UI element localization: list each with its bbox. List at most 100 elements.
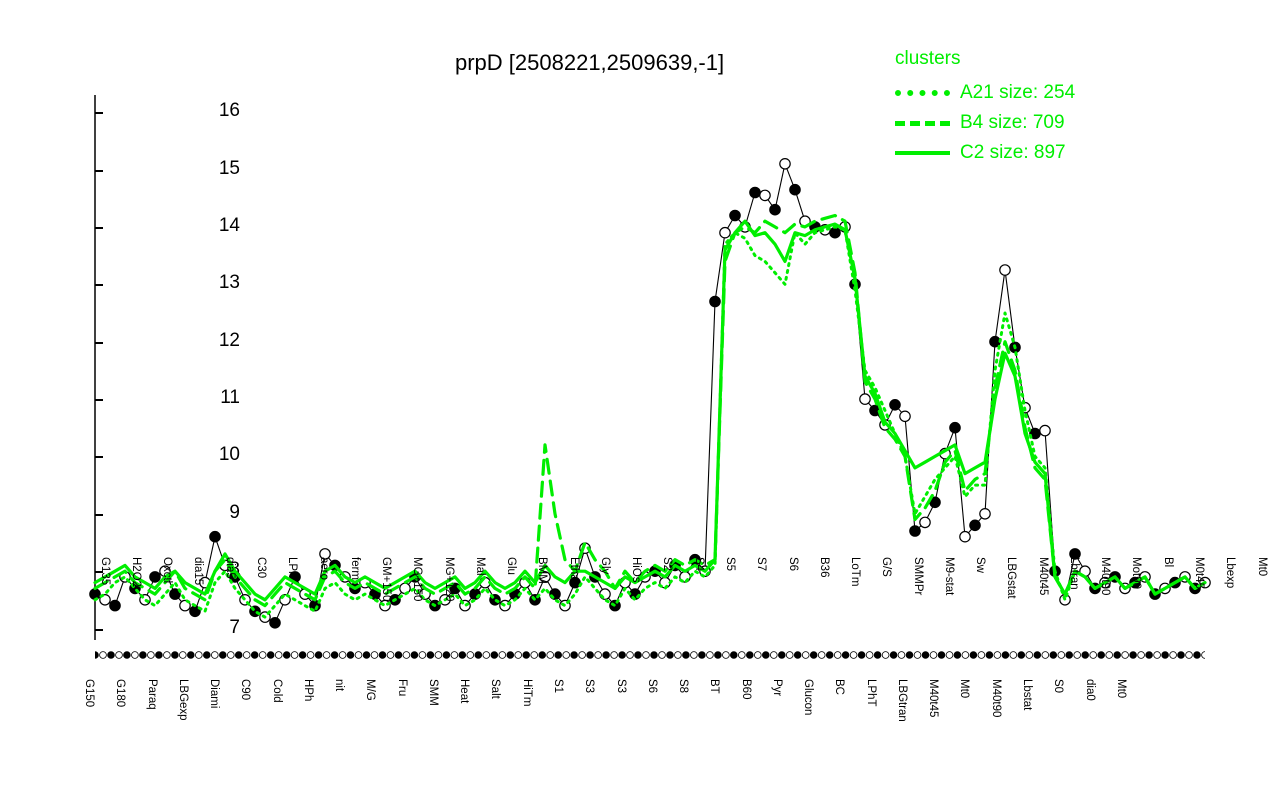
cluster-c2-series[interactable]	[95, 221, 1205, 600]
data-point-83[interactable]	[920, 517, 930, 527]
xaxis-marker-dot-93	[834, 652, 841, 659]
xaxis-label-top-35: M0t45	[1193, 557, 1205, 589]
xaxis-label-bottom-28: Mt0	[958, 679, 970, 698]
xaxis-marker-dot-1	[100, 652, 107, 659]
xaxis-marker-dot-100	[890, 652, 897, 659]
xaxis-label-top-5: C30	[255, 557, 267, 578]
xaxis-marker-dot-132	[1146, 652, 1153, 659]
xaxis-label-bottom-9: M/G	[364, 679, 376, 701]
xaxis-marker-dot-32	[347, 652, 354, 659]
xaxis-label-top-8: ferm	[349, 557, 361, 580]
data-point-77[interactable]	[860, 394, 870, 404]
data-point-62[interactable]	[710, 296, 720, 306]
xaxis-marker-dot-70	[651, 652, 658, 659]
xaxis-label-bottom-14: HiTm	[521, 679, 533, 706]
data-point-80[interactable]	[890, 400, 900, 410]
xaxis-marker-dot-101	[898, 652, 905, 659]
xaxis-marker-dot-47	[467, 652, 474, 659]
xaxis-marker-dot-51	[499, 652, 506, 659]
xaxis-label-top-10: MG+150	[411, 557, 423, 601]
xaxis-marker-dot-17	[227, 652, 234, 659]
xaxis-marker-dot-64	[603, 652, 610, 659]
xaxis-marker-dot-53	[515, 652, 522, 659]
xaxis-marker-dot-28	[315, 652, 322, 659]
xaxis-label-top-22: S6	[787, 557, 799, 571]
xaxis-label-bottom-16: S3	[583, 679, 595, 693]
xaxis-marker-dot-7	[148, 652, 155, 659]
xaxis-marker-dot-8	[156, 652, 163, 659]
xaxis-marker-dot-121	[1058, 652, 1065, 659]
data-point-64[interactable]	[730, 210, 740, 220]
data-point-0[interactable]	[90, 589, 100, 599]
cluster-b4-series[interactable]	[95, 216, 1205, 606]
xaxis-marker-dot-6	[140, 652, 147, 659]
xaxis-label-bottom-33: Mt0	[1115, 679, 1127, 698]
xaxis-marker-dot-134	[1162, 652, 1169, 659]
data-point-67[interactable]	[760, 190, 770, 200]
xaxis-marker-dot-36	[379, 652, 386, 659]
xaxis-marker-dot-27	[307, 652, 314, 659]
data-point-18[interactable]	[270, 618, 280, 628]
xaxis-label-bottom-26: LBGtran	[896, 679, 908, 722]
data-point-12[interactable]	[210, 532, 220, 542]
xaxis-label-bottom-11: SMM	[427, 679, 439, 706]
data-point-2[interactable]	[110, 600, 120, 610]
xaxis-label-bottom-31: S0	[1052, 679, 1064, 693]
data-point-82[interactable]	[910, 526, 920, 536]
xaxis-marker-dot-84	[762, 652, 769, 659]
xaxis-marker-dot-85	[770, 652, 777, 659]
xaxis-marker-dot-102	[906, 652, 913, 659]
data-point-95[interactable]	[1040, 425, 1050, 435]
xaxis-label-top-23: B36	[818, 557, 830, 577]
xaxis-marker-dot-104	[922, 652, 929, 659]
xaxis-label-bottom-22: Pyr	[771, 679, 783, 696]
xaxis-marker-dot-60	[571, 652, 578, 659]
xaxis-marker-dot-23	[275, 652, 282, 659]
xaxis-marker-dot-133	[1154, 652, 1161, 659]
xaxis-marker-svg	[95, 648, 1205, 662]
data-point-89[interactable]	[980, 509, 990, 519]
data-point-91[interactable]	[1000, 265, 1010, 275]
data-point-63[interactable]	[720, 228, 730, 238]
xaxis-marker-dot-12	[187, 652, 194, 659]
data-point-74[interactable]	[830, 228, 840, 238]
xaxis-marker-dot-29	[323, 652, 330, 659]
xaxis-marker-dot-5	[132, 652, 139, 659]
data-point-88[interactable]	[970, 520, 980, 530]
xaxis-marker-dot-35	[371, 652, 378, 659]
xaxis-marker-dot-69	[643, 652, 650, 659]
xaxis-marker-dot-37	[387, 652, 394, 659]
data-point-68[interactable]	[770, 205, 780, 215]
xaxis-marker-dot-127	[1106, 652, 1113, 659]
xaxis-marker-dot-56	[539, 652, 546, 659]
data-point-81[interactable]	[900, 411, 910, 421]
xaxis-label-top-6: LPh	[286, 557, 298, 577]
data-point-66[interactable]	[750, 187, 760, 197]
data-point-70[interactable]	[790, 185, 800, 195]
xaxis-label-bottom-27: M40t45	[927, 679, 939, 717]
xaxis-marker-dot-135	[1170, 652, 1177, 659]
xaxis-marker-dot-19	[243, 652, 250, 659]
xaxis-marker-dot-97	[866, 652, 873, 659]
xaxis-label-bottom-13: Salt	[489, 679, 501, 699]
xaxis-marker-dot-20	[251, 652, 258, 659]
xaxis-marker-dot-129	[1122, 652, 1129, 659]
xaxis-marker-dot-116	[1018, 652, 1025, 659]
data-point-6[interactable]	[150, 572, 160, 582]
xaxis-marker-dot-109	[962, 652, 969, 659]
data-point-87[interactable]	[960, 532, 970, 542]
data-point-86[interactable]	[950, 423, 960, 433]
xaxis-label-bottom-29: M40t90	[990, 679, 1002, 717]
xaxis-marker-dot-108	[954, 652, 961, 659]
xaxis-marker-dot-50	[491, 652, 498, 659]
xaxis-marker-dot-33	[355, 652, 362, 659]
xaxis-marker-dot-24	[283, 652, 290, 659]
xaxis-marker-dot-58	[555, 652, 562, 659]
xaxis-marker-dot-42	[427, 652, 434, 659]
data-point-69[interactable]	[780, 159, 790, 169]
xaxis-label-top-33: Mot90	[1130, 557, 1142, 589]
xaxis-marker-dot-18	[235, 652, 242, 659]
xaxis-marker-dot-91	[818, 652, 825, 659]
xaxis-label-top-11: MG+120	[443, 557, 455, 601]
xaxis-marker-dot-39	[403, 652, 410, 659]
